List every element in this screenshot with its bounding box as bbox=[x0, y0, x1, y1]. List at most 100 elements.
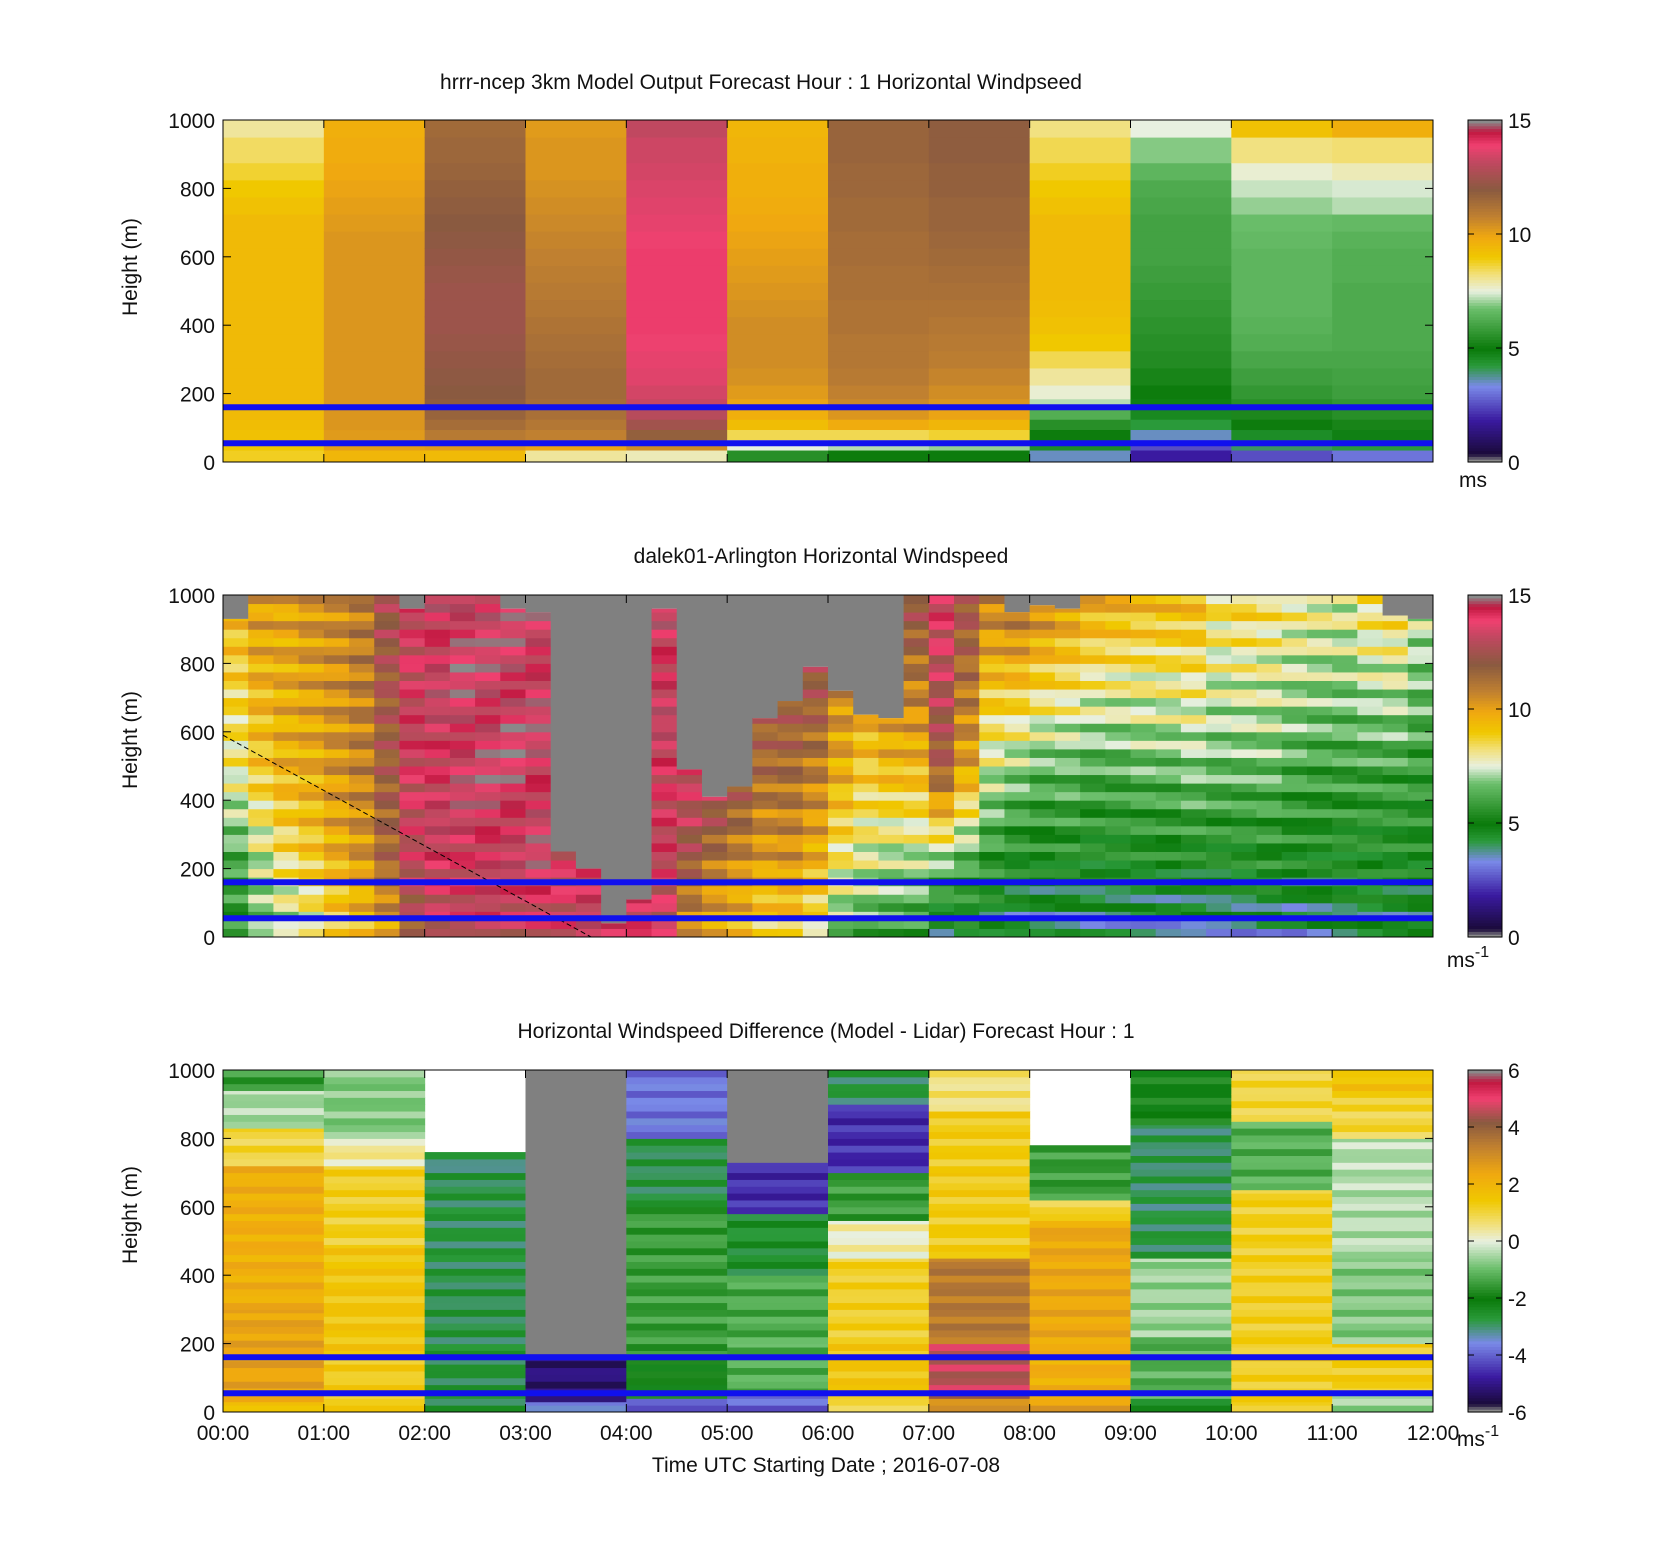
lidar-cell bbox=[1281, 808, 1308, 818]
difference-cell bbox=[828, 1152, 930, 1160]
lidar-cell bbox=[1130, 902, 1157, 912]
lidar-cell bbox=[525, 680, 552, 690]
lidar-cell bbox=[1004, 834, 1031, 844]
lidar-cell bbox=[853, 791, 879, 801]
difference-cell bbox=[1231, 1155, 1333, 1163]
difference-cell bbox=[525, 1261, 627, 1269]
colorbar-segment bbox=[1468, 848, 1502, 853]
lidar-cell bbox=[550, 860, 577, 870]
lidar-cell bbox=[701, 928, 728, 938]
lidar-cell bbox=[374, 868, 400, 878]
lidar-cell bbox=[475, 629, 501, 639]
lidar-cell bbox=[903, 637, 930, 647]
lidar-cell bbox=[651, 791, 678, 801]
colorbar-segment bbox=[1468, 396, 1502, 400]
lidar-cell bbox=[1130, 808, 1157, 818]
difference-cell bbox=[424, 1329, 526, 1338]
difference-cell bbox=[727, 1087, 829, 1095]
model-cell bbox=[1332, 450, 1434, 463]
model-cell bbox=[626, 350, 728, 369]
lidar-cell bbox=[1155, 603, 1182, 613]
difference-cell bbox=[525, 1309, 627, 1317]
model-cell bbox=[1231, 137, 1333, 164]
lidar-cell bbox=[1281, 800, 1308, 810]
model-cell bbox=[1231, 214, 1333, 232]
colorbar-segment bbox=[1468, 1109, 1502, 1114]
difference-cell bbox=[727, 1199, 829, 1208]
lidar-cell bbox=[323, 766, 350, 776]
lidar-cell bbox=[248, 714, 274, 724]
lidar-cell bbox=[727, 919, 753, 929]
difference-cell bbox=[424, 1152, 526, 1160]
colorbar-segment bbox=[1468, 424, 1502, 429]
lidar-cell bbox=[349, 663, 375, 673]
lidar-cell bbox=[853, 800, 879, 810]
lidar-cell bbox=[424, 646, 451, 656]
difference-cell bbox=[223, 1220, 325, 1228]
y-tick-label: 400 bbox=[180, 315, 215, 338]
lidar-cell bbox=[1231, 620, 1258, 630]
lidar-cell bbox=[954, 817, 980, 827]
lidar-missing-cell bbox=[651, 595, 678, 609]
lidar-cell bbox=[248, 894, 274, 904]
model-cell bbox=[928, 398, 1031, 410]
colorbar-segment bbox=[1468, 791, 1502, 796]
model-cell bbox=[727, 316, 829, 335]
lidar-cell bbox=[1382, 629, 1409, 639]
lidar-cell bbox=[298, 740, 325, 750]
difference-cell bbox=[1231, 1347, 1333, 1355]
lidar-cell bbox=[399, 714, 426, 724]
lidar-cell bbox=[475, 663, 501, 673]
lidar-cell bbox=[954, 689, 980, 699]
x-tick-label: 10:00 bbox=[1205, 1422, 1258, 1445]
difference-cell bbox=[1332, 1347, 1434, 1355]
difference-cell bbox=[626, 1179, 728, 1187]
panel-lidar-title: dalek01-Arlington Horizontal Windspeed bbox=[634, 545, 1009, 568]
model-cell bbox=[828, 350, 930, 369]
lidar-cell bbox=[878, 718, 905, 724]
model-cell bbox=[1231, 408, 1333, 420]
difference-cell bbox=[1231, 1405, 1333, 1413]
model-cell bbox=[1332, 333, 1434, 352]
colorbar-tick-label: 15 bbox=[1508, 585, 1531, 608]
model-cell bbox=[626, 408, 728, 420]
lidar-cell bbox=[525, 646, 552, 656]
lidar-cell bbox=[651, 723, 678, 733]
lidar-cell bbox=[954, 603, 980, 613]
lidar-cell bbox=[1281, 860, 1308, 870]
lidar-cell bbox=[349, 808, 375, 818]
model-cell bbox=[1130, 214, 1232, 232]
lidar-cell bbox=[1382, 714, 1409, 724]
lidar-cell bbox=[500, 637, 526, 647]
model-cell bbox=[1231, 299, 1333, 318]
model-cell bbox=[1130, 333, 1232, 352]
lidar-cell bbox=[954, 860, 980, 870]
difference-cell bbox=[223, 1100, 325, 1109]
lidar-cell bbox=[298, 620, 325, 630]
lidar-cell bbox=[1004, 731, 1031, 741]
lidar-cell bbox=[374, 654, 400, 664]
lidar-cell bbox=[1080, 817, 1106, 827]
difference-cell bbox=[828, 1145, 930, 1153]
difference-cell bbox=[424, 1309, 526, 1317]
model-cell bbox=[828, 385, 930, 400]
lidar-cell bbox=[903, 928, 930, 938]
x-tick-label: 05:00 bbox=[701, 1422, 754, 1445]
difference-cell bbox=[1231, 1114, 1333, 1122]
lidar-cell bbox=[752, 808, 779, 818]
colorbar-segment bbox=[1468, 1263, 1502, 1268]
lidar-cell bbox=[1130, 706, 1157, 716]
lidar-cell bbox=[1180, 731, 1207, 741]
lidar-cell bbox=[475, 595, 501, 605]
lidar-cell bbox=[878, 885, 905, 895]
model-cell bbox=[1231, 248, 1333, 266]
lidar-cell bbox=[449, 919, 476, 929]
lidar-cell bbox=[349, 731, 375, 741]
difference-cell bbox=[1231, 1182, 1333, 1191]
model-cell bbox=[626, 450, 728, 463]
difference-cell bbox=[828, 1357, 930, 1365]
lidar-missing-cell bbox=[601, 595, 627, 924]
lidar-cell bbox=[525, 706, 552, 716]
lidar-cell bbox=[1155, 748, 1182, 758]
difference-cell bbox=[928, 1302, 1031, 1310]
